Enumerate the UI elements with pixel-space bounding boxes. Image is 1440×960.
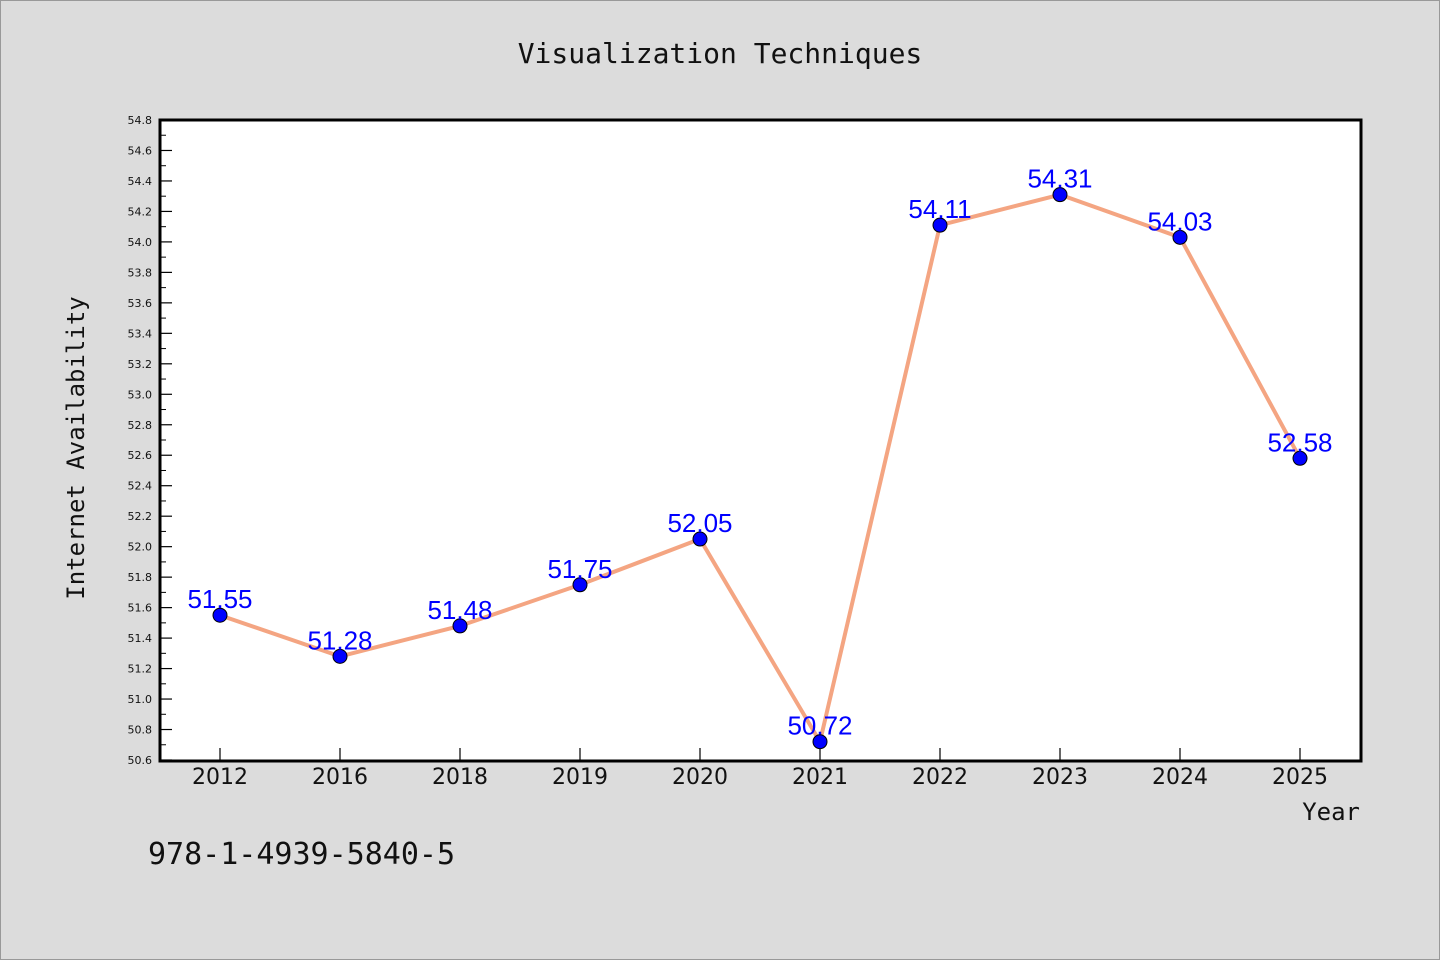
y-tick-label: 51.0 [128, 693, 153, 706]
data-point [212, 607, 228, 623]
x-tick-label: 2019 [552, 765, 608, 790]
x-axis-ticks: 2012 2016 2018 2019 2020 2021 2022 2023 2024 2025 [192, 748, 1328, 790]
data-point [452, 618, 468, 634]
y-tick-label: 51.4 [128, 632, 153, 645]
data-label: 51.28 [307, 625, 372, 655]
series-line-path [219, 192, 1302, 744]
y-tick-label: 51.2 [128, 663, 153, 676]
data-label: 52.05 [667, 508, 732, 538]
data-label: 50.72 [787, 711, 852, 741]
x-tick-label: 2018 [432, 765, 488, 790]
data-labels: 51.55 51.28 51.48 51.75 52.05 50.72 54.11 54.31… [187, 164, 1332, 741]
data-label: 51.48 [427, 595, 492, 625]
y-tick-label: 53.8 [128, 266, 153, 279]
data-point [572, 577, 588, 593]
y-tick-label: 54.6 [128, 144, 153, 157]
data-point [932, 217, 948, 233]
x-tick-label: 2024 [1152, 765, 1208, 790]
y-tick-label: 54.8 [128, 114, 153, 127]
y-tick-label: 50.8 [128, 724, 153, 737]
y-axis-label: Internet Availability [62, 296, 90, 599]
y-tick-label: 53.6 [128, 297, 153, 310]
y-tick-label: 50.6 [128, 754, 153, 767]
y-tick-label: 53.0 [128, 388, 153, 401]
y-axis-ticks: 50.6 50.8 51.0 51.2 51.4 51.6 51.8 52.0 52.2 52.4… [128, 114, 172, 767]
series-line [219, 192, 1302, 744]
y-tick-label: 52.0 [128, 541, 153, 554]
y-tick-label: 54.4 [128, 175, 153, 188]
x-tick-label: 2025 [1272, 765, 1328, 790]
y-tick-label: 52.4 [128, 480, 153, 493]
y-tick-label: 54.0 [128, 236, 153, 249]
y-tick-label: 52.2 [128, 510, 153, 523]
data-point [332, 648, 348, 664]
x-tick-label: 2023 [1032, 765, 1088, 790]
series-markers [212, 187, 1308, 750]
data-point [692, 531, 708, 547]
x-axis-label: Year [1302, 798, 1360, 826]
y-tick-label: 51.6 [128, 602, 153, 615]
y-tick-label: 52.8 [128, 419, 153, 432]
y-tick-label: 54.2 [128, 205, 153, 218]
data-point [1052, 187, 1068, 203]
y-tick-label: 53.2 [128, 358, 153, 371]
data-label: 51.75 [547, 554, 612, 584]
chart-title: Visualization Techniques [518, 37, 923, 70]
y-tick-label: 53.4 [128, 327, 153, 340]
data-label: 51.55 [187, 584, 252, 614]
data-label: 54.11 [908, 194, 971, 224]
data-point [1292, 450, 1308, 466]
x-tick-label: 2022 [912, 765, 968, 790]
data-label: 54.03 [1147, 206, 1212, 236]
plot-area [158, 118, 1363, 763]
x-tick-label: 2021 [792, 765, 848, 790]
isbn-text: 978-1-4939-5840-5 [148, 837, 455, 872]
y-tick-label: 52.6 [128, 449, 153, 462]
data-label: 54.31 [1027, 164, 1092, 194]
data-point [1172, 229, 1188, 245]
x-tick-label: 2012 [192, 765, 248, 790]
data-point [812, 734, 828, 750]
x-tick-label: 2016 [312, 765, 368, 790]
y-tick-label: 51.8 [128, 571, 153, 584]
data-label: 52.58 [1267, 427, 1332, 457]
x-tick-label: 2020 [672, 765, 728, 790]
